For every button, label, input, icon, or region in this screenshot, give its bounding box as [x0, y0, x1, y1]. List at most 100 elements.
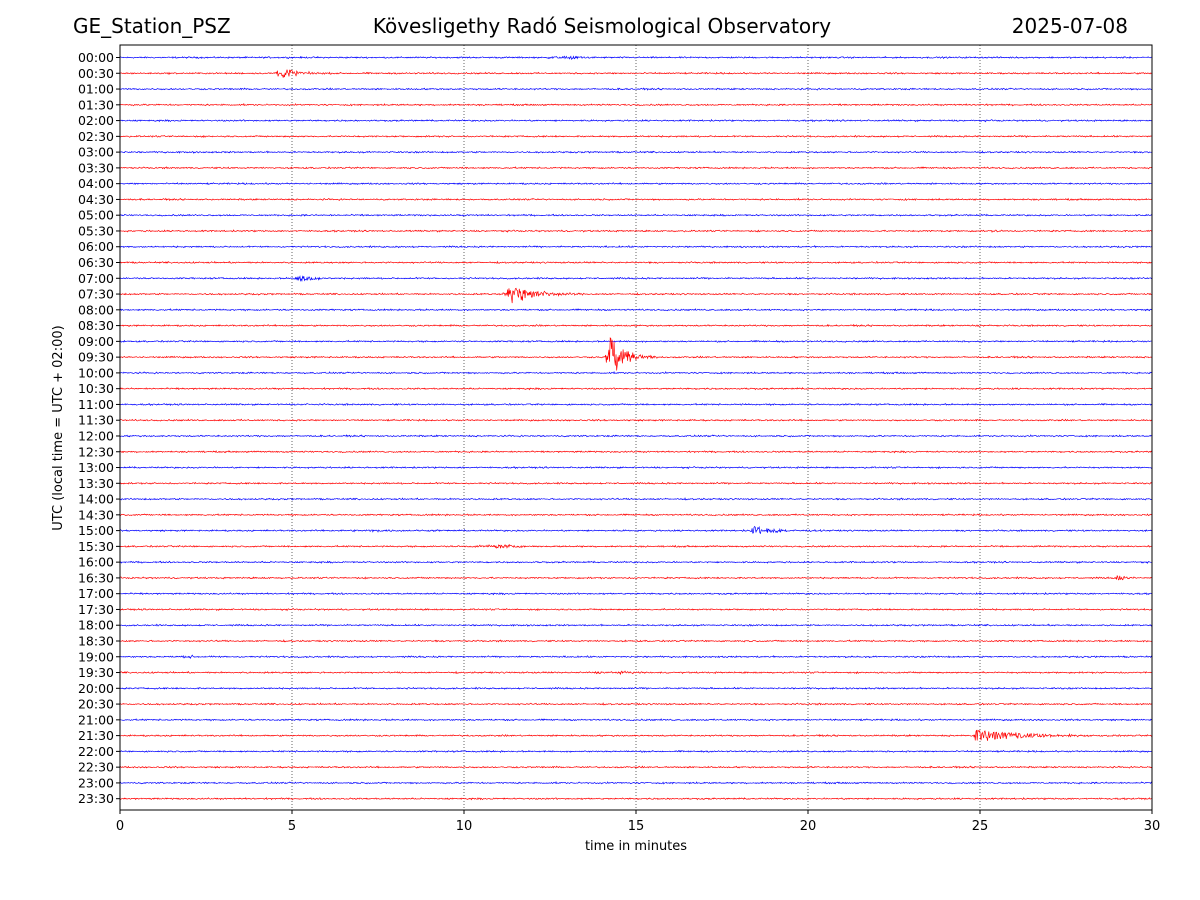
trace-0430 [119, 197, 1153, 202]
trace-2000 [119, 686, 1153, 691]
x-tick-label: 15 [628, 819, 645, 834]
trace-0000 [119, 55, 1153, 60]
y-tick-label: 06:30 [78, 255, 114, 270]
trace-0030 [119, 69, 1153, 78]
trace-2100 [119, 718, 1153, 722]
y-tick-label: 15:00 [78, 523, 114, 538]
station-label: GE_Station_PSZ [73, 14, 231, 38]
x-axis-label: time in minutes [585, 839, 687, 854]
date-label: 2025-07-08 [1011, 14, 1128, 38]
y-tick-label: 17:30 [78, 602, 114, 617]
trace-0930 [119, 337, 1153, 371]
y-tick-label: 13:30 [78, 476, 114, 491]
y-tick-label: 00:00 [78, 50, 114, 65]
trace-1130 [119, 418, 1153, 422]
y-tick-label: 06:00 [78, 239, 114, 254]
trace-0730 [119, 287, 1153, 304]
trace-0630 [119, 260, 1153, 265]
y-tick-label: 07:30 [78, 287, 114, 302]
trace-1600 [119, 560, 1153, 564]
trace-1100 [119, 402, 1153, 407]
y-tick-label: 02:30 [78, 129, 114, 144]
trace-2030 [119, 702, 1153, 706]
y-tick-label: 20:00 [78, 681, 114, 696]
trace-0800 [119, 308, 1153, 312]
x-tick-label: 10 [456, 819, 473, 834]
y-tick-label: 00:30 [78, 66, 114, 81]
x-tick-label: 5 [288, 819, 296, 834]
x-tick-label: 30 [1144, 819, 1161, 834]
trace-1930 [119, 670, 1153, 676]
y-tick-label: 10:00 [78, 365, 114, 380]
trace-1500 [119, 525, 1153, 535]
y-axis-label: UTC (local time = UTC + 02:00) [51, 325, 66, 530]
trace-1700 [120, 592, 1153, 596]
trace-0700 [119, 275, 1153, 283]
y-tick-label: 04:00 [78, 176, 114, 191]
trace-2330 [119, 797, 1153, 801]
y-tick-label: 12:30 [78, 444, 114, 459]
trace-0130 [119, 102, 1153, 107]
y-tick-label: 05:00 [78, 208, 114, 223]
y-tick-label: 15:30 [78, 539, 114, 554]
trace-0300 [119, 150, 1153, 154]
trace-2300 [119, 781, 1153, 785]
trace-0200 [119, 118, 1153, 123]
y-tick-label: 19:00 [78, 649, 114, 664]
trace-1630 [119, 574, 1153, 581]
trace-0330 [119, 166, 1153, 170]
y-tick-label: 02:00 [78, 113, 114, 128]
y-tick-label: 01:30 [78, 97, 114, 112]
trace-1430 [119, 513, 1153, 517]
x-tick-labels: 0 5 10 15 20 25 30 [116, 810, 1160, 834]
y-tick-label: 08:30 [78, 318, 114, 333]
y-tick-label: 05:30 [78, 223, 114, 238]
y-tick-label: 03:30 [78, 160, 114, 175]
y-tick-label: 04:30 [78, 192, 114, 207]
trace-1000 [119, 370, 1153, 375]
trace-1530 [119, 544, 1153, 549]
trace-1830 [119, 639, 1153, 643]
y-tick-labels: 00:0000:3001:0001:3002:0002:3003:0003:30… [78, 50, 120, 806]
y-tick-label: 14:00 [78, 492, 114, 507]
y-tick-label: 18:00 [78, 618, 114, 633]
trace-1200 [119, 434, 1153, 438]
y-tick-label: 16:00 [78, 555, 114, 570]
y-tick-label: 22:30 [78, 760, 114, 775]
y-tick-label: 11:00 [78, 397, 114, 412]
x-tick-label: 0 [116, 819, 124, 834]
trace-1030 [119, 386, 1153, 391]
y-tick-label: 13:00 [78, 460, 114, 475]
y-tick-label: 10:30 [78, 381, 114, 396]
trace-0900 [119, 339, 1153, 343]
y-tick-label: 19:30 [78, 665, 114, 680]
trace-0230 [119, 134, 1153, 139]
trace-0830 [119, 323, 1153, 328]
trace-group [119, 55, 1153, 801]
trace-0530 [119, 229, 1153, 233]
y-tick-label: 17:00 [78, 586, 114, 601]
x-tick-label: 20 [800, 819, 817, 834]
chart-title: Kövesligethy Radó Seismological Observat… [372, 14, 832, 38]
y-tick-label: 21:00 [78, 712, 114, 727]
trace-0100 [119, 87, 1153, 91]
x-tick-label: 25 [972, 819, 989, 834]
y-tick-label: 11:30 [78, 413, 114, 428]
y-tick-label: 12:00 [78, 428, 114, 443]
trace-1230 [119, 450, 1153, 454]
trace-0400 [119, 182, 1153, 186]
y-tick-label: 09:30 [78, 350, 114, 365]
grid-lines [291, 45, 981, 810]
trace-0600 [119, 245, 1153, 249]
y-tick-label: 23:00 [78, 775, 114, 790]
trace-1330 [119, 481, 1153, 486]
y-tick-label: 14:30 [78, 507, 114, 522]
y-tick-label: 20:30 [78, 697, 114, 712]
y-tick-label: 09:00 [78, 334, 114, 349]
y-tick-label: 01:00 [78, 82, 114, 97]
trace-2200 [119, 749, 1153, 754]
y-tick-label: 18:30 [78, 633, 114, 648]
trace-0500 [119, 213, 1153, 217]
trace-1730 [119, 607, 1153, 612]
